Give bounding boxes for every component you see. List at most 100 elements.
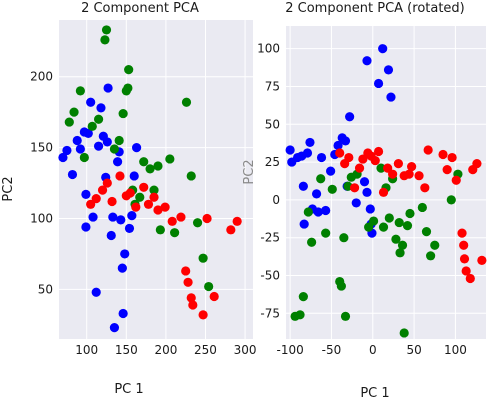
x-tick-label: 200 <box>154 343 177 357</box>
scatter-point <box>127 211 137 221</box>
scatter-point <box>359 177 370 187</box>
scatter-point <box>109 144 120 154</box>
scatter-point <box>81 222 91 232</box>
scatter-point <box>362 56 372 66</box>
scatter-point <box>316 174 326 184</box>
scatter-point <box>451 175 461 185</box>
scatter-point <box>340 136 351 146</box>
scatter-point <box>321 228 331 238</box>
scatter-point <box>62 145 72 156</box>
y-tick-label: 50 <box>38 282 53 296</box>
pca-rotated-panel: -100 -50 0 50 100 -75 -50 -25 0 25 50 75 100 2 Comp… <box>242 1 487 401</box>
chart-title: 2 Component PCA (rotated) <box>285 1 465 16</box>
scatter-point <box>397 240 408 250</box>
y-tick-label: 150 <box>30 141 53 155</box>
scatter-point <box>91 287 101 297</box>
scatter-point <box>103 83 113 93</box>
scatter-point <box>139 157 149 167</box>
scatter-point <box>414 171 424 181</box>
scatter-point <box>109 323 120 333</box>
scatter-point <box>393 158 403 169</box>
x-tick-label: 50 <box>406 343 421 357</box>
scatter-point <box>86 97 96 107</box>
scatter-point <box>388 169 398 179</box>
scatter-point <box>153 205 163 215</box>
scatter-point <box>447 152 457 163</box>
y-tick-label: 75 <box>265 79 280 93</box>
scatter-point <box>305 137 315 148</box>
scatter-point <box>395 248 405 258</box>
scatter-point <box>118 308 128 319</box>
x-tick-label: 0 <box>369 343 377 357</box>
scatter-point <box>345 112 355 122</box>
scatter-point <box>86 199 96 209</box>
scatter-point <box>299 219 309 229</box>
scatter-point <box>176 212 186 222</box>
scatter-point <box>378 44 388 54</box>
scatter-point <box>391 234 401 244</box>
scatter-point <box>442 165 452 175</box>
y-tick-label: -25 <box>260 231 280 245</box>
scatter-point <box>333 140 343 151</box>
y-tick-label: 100 <box>30 211 53 225</box>
scatter-point <box>181 266 191 276</box>
scatter-point <box>165 154 175 164</box>
scatter-point <box>423 145 433 155</box>
scatter-point <box>120 249 130 259</box>
scatter-point <box>167 216 177 226</box>
scatter-point <box>97 185 108 195</box>
scatter-point <box>69 107 79 117</box>
scatter-point <box>91 194 101 204</box>
scatter-point <box>295 310 305 320</box>
scatter-point <box>149 192 159 202</box>
y-tick-labels: 50 100 150 200 <box>30 70 53 297</box>
scatter-point <box>354 163 365 173</box>
scatter-point <box>430 240 440 250</box>
scatter-point <box>117 263 127 273</box>
scatter-point <box>123 83 133 93</box>
scatter-point <box>402 220 413 231</box>
scatter-point <box>75 144 85 154</box>
scatter-point <box>131 202 141 212</box>
scatter-point <box>67 169 78 180</box>
scatter-point <box>202 213 212 224</box>
x-axis-label: PC 1 <box>114 382 143 397</box>
scatter-point <box>407 162 417 172</box>
scatter-point <box>186 293 196 303</box>
scatter-point <box>378 187 389 197</box>
scatter-point <box>399 328 409 338</box>
scatter-point <box>457 228 467 238</box>
scatter-point <box>336 281 346 291</box>
scatter-point <box>135 192 145 202</box>
scatter-point <box>438 149 448 160</box>
scatter-point <box>344 152 354 163</box>
y-axis-label: PC2 <box>242 159 257 184</box>
scatter-point <box>420 183 430 193</box>
scatter-point <box>79 152 89 163</box>
scatter-point <box>298 181 308 191</box>
scatter-point <box>311 189 322 199</box>
scatter-point <box>365 204 375 214</box>
scatter-point <box>160 202 170 212</box>
scatter-point <box>316 152 327 163</box>
scatter-point <box>335 148 345 158</box>
scatter-point <box>124 223 135 234</box>
scatter-point <box>349 183 360 193</box>
x-tick-label: 150 <box>115 343 138 357</box>
scatter-point <box>459 240 469 250</box>
scatter-point <box>386 92 396 102</box>
scatter-point <box>340 311 351 321</box>
scatter-point <box>186 171 196 181</box>
x-tick-labels: -100 -50 0 50 100 <box>277 343 467 357</box>
scatter-point <box>106 230 116 241</box>
scatter-point <box>313 207 323 217</box>
chart-title: 2 Component PCA <box>81 1 199 16</box>
scatter-point <box>58 152 68 163</box>
scatter-point <box>83 128 93 139</box>
scatter-point <box>124 65 134 75</box>
scatter-point <box>149 185 159 195</box>
scatter-point <box>93 141 104 151</box>
scatter-point <box>421 227 432 237</box>
scatter-point <box>459 254 470 264</box>
